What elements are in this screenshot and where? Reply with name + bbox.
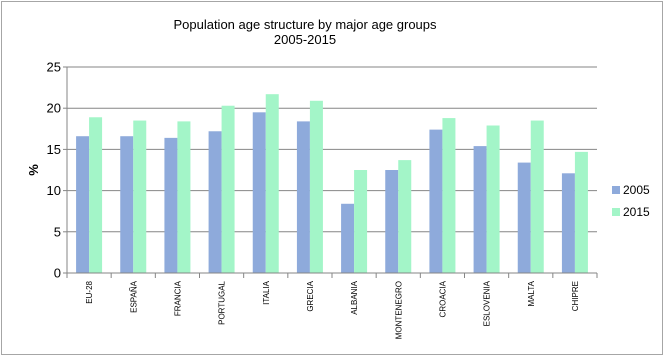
x-tick-label: MALTA (527, 280, 536, 306)
legend-label-2015: 2015 (623, 205, 650, 219)
y-tick-label: 0 (54, 266, 61, 281)
y-tick-label: 20 (47, 101, 61, 116)
bar-2015 (133, 120, 147, 273)
legend: 2005 2015 (612, 183, 650, 219)
bar-2005 (252, 112, 266, 273)
bar-2015 (309, 100, 323, 273)
x-tick-label: EU-28 (85, 280, 94, 303)
x-tick-label: ESPAÑA (129, 280, 138, 313)
x-tick-label: ALBANIA (350, 280, 359, 314)
x-tick-label: CHIPRE (571, 281, 580, 311)
bar-2005 (473, 146, 487, 273)
bar-2005 (561, 173, 575, 273)
bar-2005 (341, 203, 355, 273)
legend-label-2005: 2005 (623, 183, 650, 197)
bar-2005 (296, 121, 310, 273)
chart-title: Population age structure by major age gr… (173, 17, 437, 32)
x-ticks: EU-28 ESPAÑA FRANCIA PORTUGAL ITALIA GRECIA AL… (66, 273, 598, 339)
y-tick-label: 10 (47, 183, 61, 198)
bar-2015 (354, 170, 368, 273)
bar-2015 (398, 160, 412, 273)
bar-2005 (429, 129, 443, 273)
x-tick-label: PORTUGAL (218, 280, 227, 324)
legend-swatch-2015 (612, 208, 620, 216)
x-tick-label: GRECIA (306, 280, 315, 311)
legend-swatch-2005 (612, 186, 620, 194)
bar-2015 (265, 94, 279, 273)
y-axis-label: % (26, 164, 41, 176)
bar-2015 (442, 118, 456, 273)
bar-2005 (208, 131, 222, 273)
x-tick-label: ESLOVENIA (483, 280, 492, 326)
y-tick-label: 25 (47, 60, 61, 75)
x-tick-label: FRANCIA (173, 280, 182, 316)
bar-2015 (574, 151, 588, 273)
grid (67, 66, 597, 233)
chart-subtitle: 2005-2015 (274, 32, 336, 47)
x-tick-label: MONTENEGRO (394, 281, 403, 339)
bar-2005 (164, 137, 178, 273)
y-tick-label: 5 (54, 224, 61, 239)
bar-2005 (517, 162, 531, 273)
bars (76, 94, 588, 273)
y-ticks: 0 5 10 15 20 25 (47, 60, 68, 281)
x-tick-label: CROACIA (438, 280, 447, 317)
bar-2015 (486, 125, 500, 273)
x-tick-label: ITALIA (262, 280, 271, 305)
bar-2015 (89, 117, 103, 273)
bar-2015 (221, 105, 235, 273)
bar-2005 (76, 136, 90, 273)
bar-2015 (530, 120, 544, 273)
bar-2015 (177, 121, 191, 273)
bar-2005 (120, 136, 134, 273)
y-tick-label: 15 (47, 142, 61, 157)
bar-2005 (385, 170, 399, 273)
